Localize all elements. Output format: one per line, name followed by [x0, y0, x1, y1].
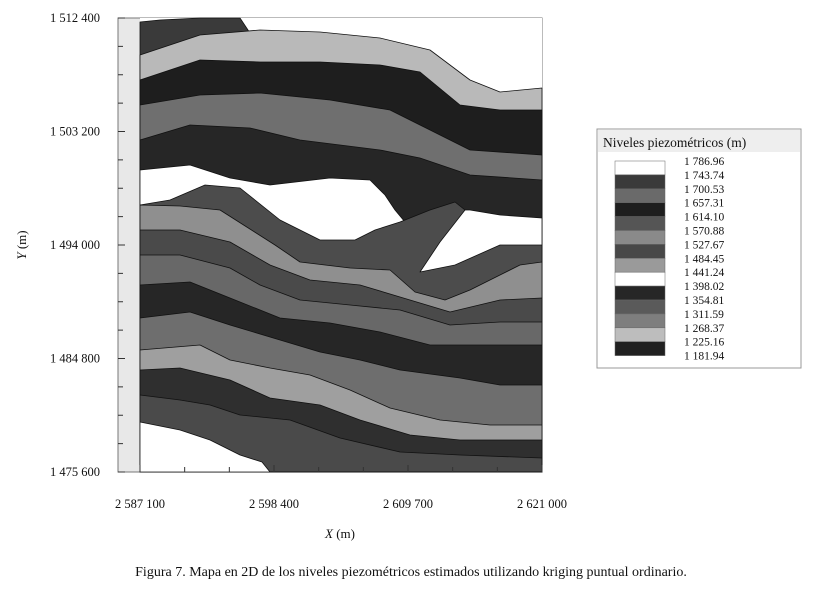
legend-level-label: 1 354.81 [684, 295, 725, 307]
legend-level-label: 1 398.02 [684, 281, 725, 293]
legend-swatch [614, 174, 666, 190]
legend-level-label: 1 657.31 [684, 198, 725, 210]
x-tick-label: 2 621 000 [517, 497, 567, 511]
contour-bands [139, 17, 543, 473]
x-tick-label: 2 587 100 [115, 497, 165, 511]
legend-level-label: 1 570.88 [684, 226, 725, 238]
legend-title: Niveles piezométricos (m) [603, 135, 746, 150]
figure-caption: Figura 7. Mapa en 2D de los niveles piez… [135, 565, 687, 580]
legend-swatch [614, 188, 666, 203]
x-axis-title: X (m) [324, 526, 355, 541]
legend-level-label: 1 181.94 [684, 351, 725, 363]
x-tick-label: 2 609 700 [383, 497, 433, 511]
legend-level-label: 1 700.53 [684, 184, 725, 196]
legend-swatch [614, 216, 666, 231]
legend-level-label: 1 311.59 [684, 309, 724, 321]
legend-swatch [614, 258, 666, 273]
x-tick-label: 2 598 400 [249, 497, 299, 511]
y-tick-label: 1 494 000 [50, 238, 100, 252]
y-tick-label: 1 503 200 [50, 125, 100, 139]
y-axis-title: Y (m) [14, 230, 29, 259]
legend-swatch [614, 160, 666, 176]
legend-level-label: 1 614.10 [684, 212, 725, 224]
legend-swatch [614, 313, 666, 329]
y-tick-label: 1 512 400 [50, 11, 100, 25]
legend-level-label: 1 786.96 [684, 156, 725, 168]
legend-level-label: 1 484.45 [684, 253, 725, 265]
legend: Niveles piezométricos (m) 1 786.96 1 743.… [596, 128, 802, 369]
legend-labels: 1 786.96 1 743.74 1 700.53 1 657.31 1 614.10… [684, 156, 725, 363]
plot-area [117, 17, 543, 473]
legend-level-label: 1 743.74 [684, 170, 725, 182]
legend-swatch [614, 202, 666, 217]
legend-title-bar [598, 130, 800, 152]
legend-swatch [614, 327, 666, 342]
tick-labels: 1 512 400 1 503 200 1 494 000 1 484 800 1 47… [50, 11, 567, 511]
legend-level-label: 1 441.24 [684, 267, 725, 279]
axis-ticks [118, 17, 543, 473]
y-tick-label: 1 484 800 [50, 352, 100, 366]
legend-swatch [614, 244, 666, 259]
legend-level-label: 1 268.37 [684, 323, 725, 335]
legend-level-label: 1 527.67 [684, 239, 725, 251]
legend-swatch [614, 230, 666, 245]
legend-swatch [614, 341, 666, 356]
legend-swatch [614, 299, 666, 315]
legend-swatch [614, 285, 666, 301]
legend-level-label: 1 225.16 [684, 337, 725, 349]
legend-swatch [614, 271, 666, 287]
legend-swatches [614, 160, 666, 356]
y-tick-label: 1 475 600 [50, 465, 100, 479]
